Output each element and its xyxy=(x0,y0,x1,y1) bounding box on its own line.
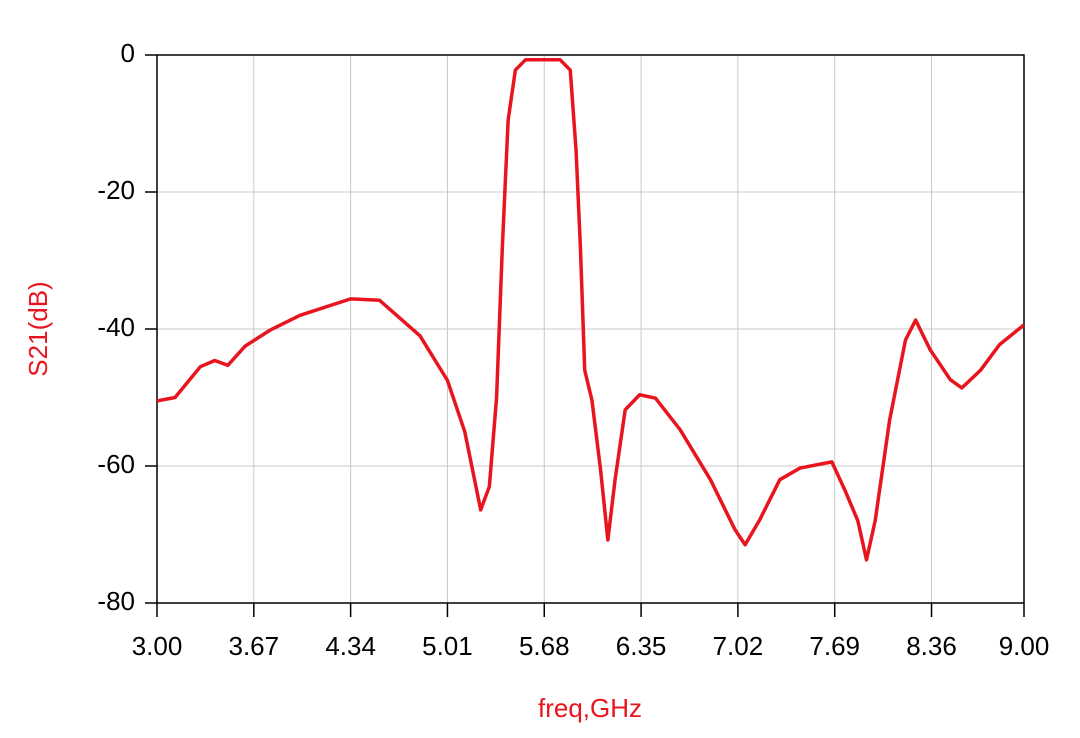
x-tick-label: 9.00 xyxy=(999,631,1050,661)
y-tick-label: -60 xyxy=(97,449,135,479)
y-tick-label: -40 xyxy=(97,312,135,342)
x-tick-label: 7.69 xyxy=(809,631,860,661)
x-axis-title: freq,GHz xyxy=(538,693,642,723)
x-tick-label: 3.00 xyxy=(132,631,183,661)
y-axis-title: S21(dB) xyxy=(23,281,53,376)
x-tick-label: 3.67 xyxy=(229,631,280,661)
x-tick-label: 6.35 xyxy=(616,631,667,661)
plot-frame xyxy=(156,54,1025,604)
x-tick-label: 5.01 xyxy=(422,631,473,661)
y-tick-label: 0 xyxy=(121,38,135,68)
x-tick-label: 8.36 xyxy=(906,631,957,661)
x-tick-label: 4.34 xyxy=(325,631,376,661)
data-line xyxy=(156,58,1026,562)
x-tick-label: 7.02 xyxy=(713,631,764,661)
y-tick-label: -20 xyxy=(97,175,135,205)
x-tick-label: 5.68 xyxy=(519,631,570,661)
y-tick-label: -80 xyxy=(97,586,135,616)
